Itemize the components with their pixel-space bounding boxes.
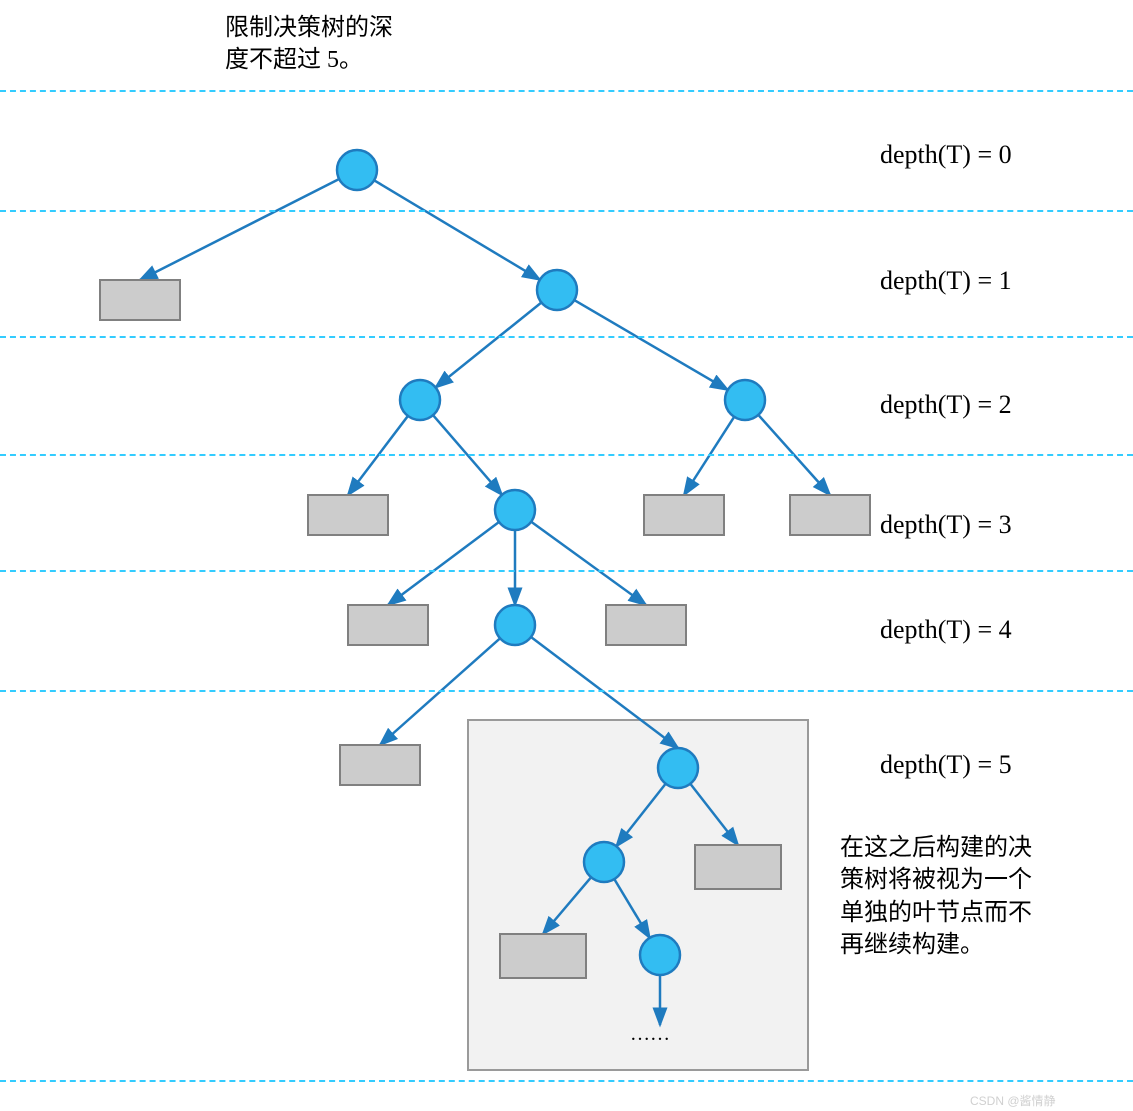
tree-node	[584, 842, 624, 882]
ellipsis-text: ……	[630, 1023, 670, 1045]
note-caption: 在这之后构建的决策树将被视为一个单独的叶节点而不再继续构建。	[840, 832, 1032, 962]
tree-node	[658, 748, 698, 788]
leaf-rect	[606, 605, 686, 645]
tree-node	[495, 605, 535, 645]
depth-divider	[0, 210, 1133, 212]
depth-label: depth(T) = 4	[880, 615, 1012, 645]
tree-edge	[574, 300, 727, 390]
tree-node	[725, 380, 765, 420]
note-line: 策树将被视为一个	[840, 867, 1032, 893]
depth-label: depth(T) = 3	[880, 510, 1012, 540]
depth-divider	[0, 1080, 1133, 1082]
leaf-rect	[695, 845, 781, 889]
subtree-box	[468, 720, 808, 1070]
leaf-rect	[348, 605, 428, 645]
depth-divider	[0, 90, 1133, 92]
diagram-stage: 限制决策树的深度不超过 5。 …… 在这之后构建的决策树将被视为一个单独的叶节点…	[0, 0, 1133, 1111]
depth-label: depth(T) = 5	[880, 750, 1012, 780]
leaf-rect	[100, 280, 180, 320]
tree-edge	[140, 179, 339, 280]
leaf-rect	[308, 495, 388, 535]
tree-node	[400, 380, 440, 420]
depth-label: depth(T) = 0	[880, 140, 1012, 170]
tree-edge	[388, 522, 499, 605]
tree-edge	[531, 522, 646, 605]
watermark-text: CSDN @酱情静	[970, 1092, 1056, 1109]
depth-divider	[0, 454, 1133, 456]
tree-node	[495, 490, 535, 530]
depth-divider	[0, 570, 1133, 572]
tree-edge	[374, 180, 540, 279]
leaf-rect	[644, 495, 724, 535]
leaf-rect	[500, 934, 586, 978]
leaf-rect	[790, 495, 870, 535]
note-line: 单独的叶节点而不	[840, 900, 1032, 926]
note-line: 再继续构建。	[840, 932, 984, 958]
depth-label: depth(T) = 1	[880, 266, 1012, 296]
depth-divider	[0, 336, 1133, 338]
depth-divider	[0, 690, 1133, 692]
leaf-rect	[340, 745, 420, 785]
tree-node	[537, 270, 577, 310]
note-line: 在这之后构建的决	[840, 835, 1032, 861]
tree-node	[337, 150, 377, 190]
depth-label: depth(T) = 2	[880, 390, 1012, 420]
tree-node	[640, 935, 680, 975]
tree-edge	[436, 303, 542, 388]
